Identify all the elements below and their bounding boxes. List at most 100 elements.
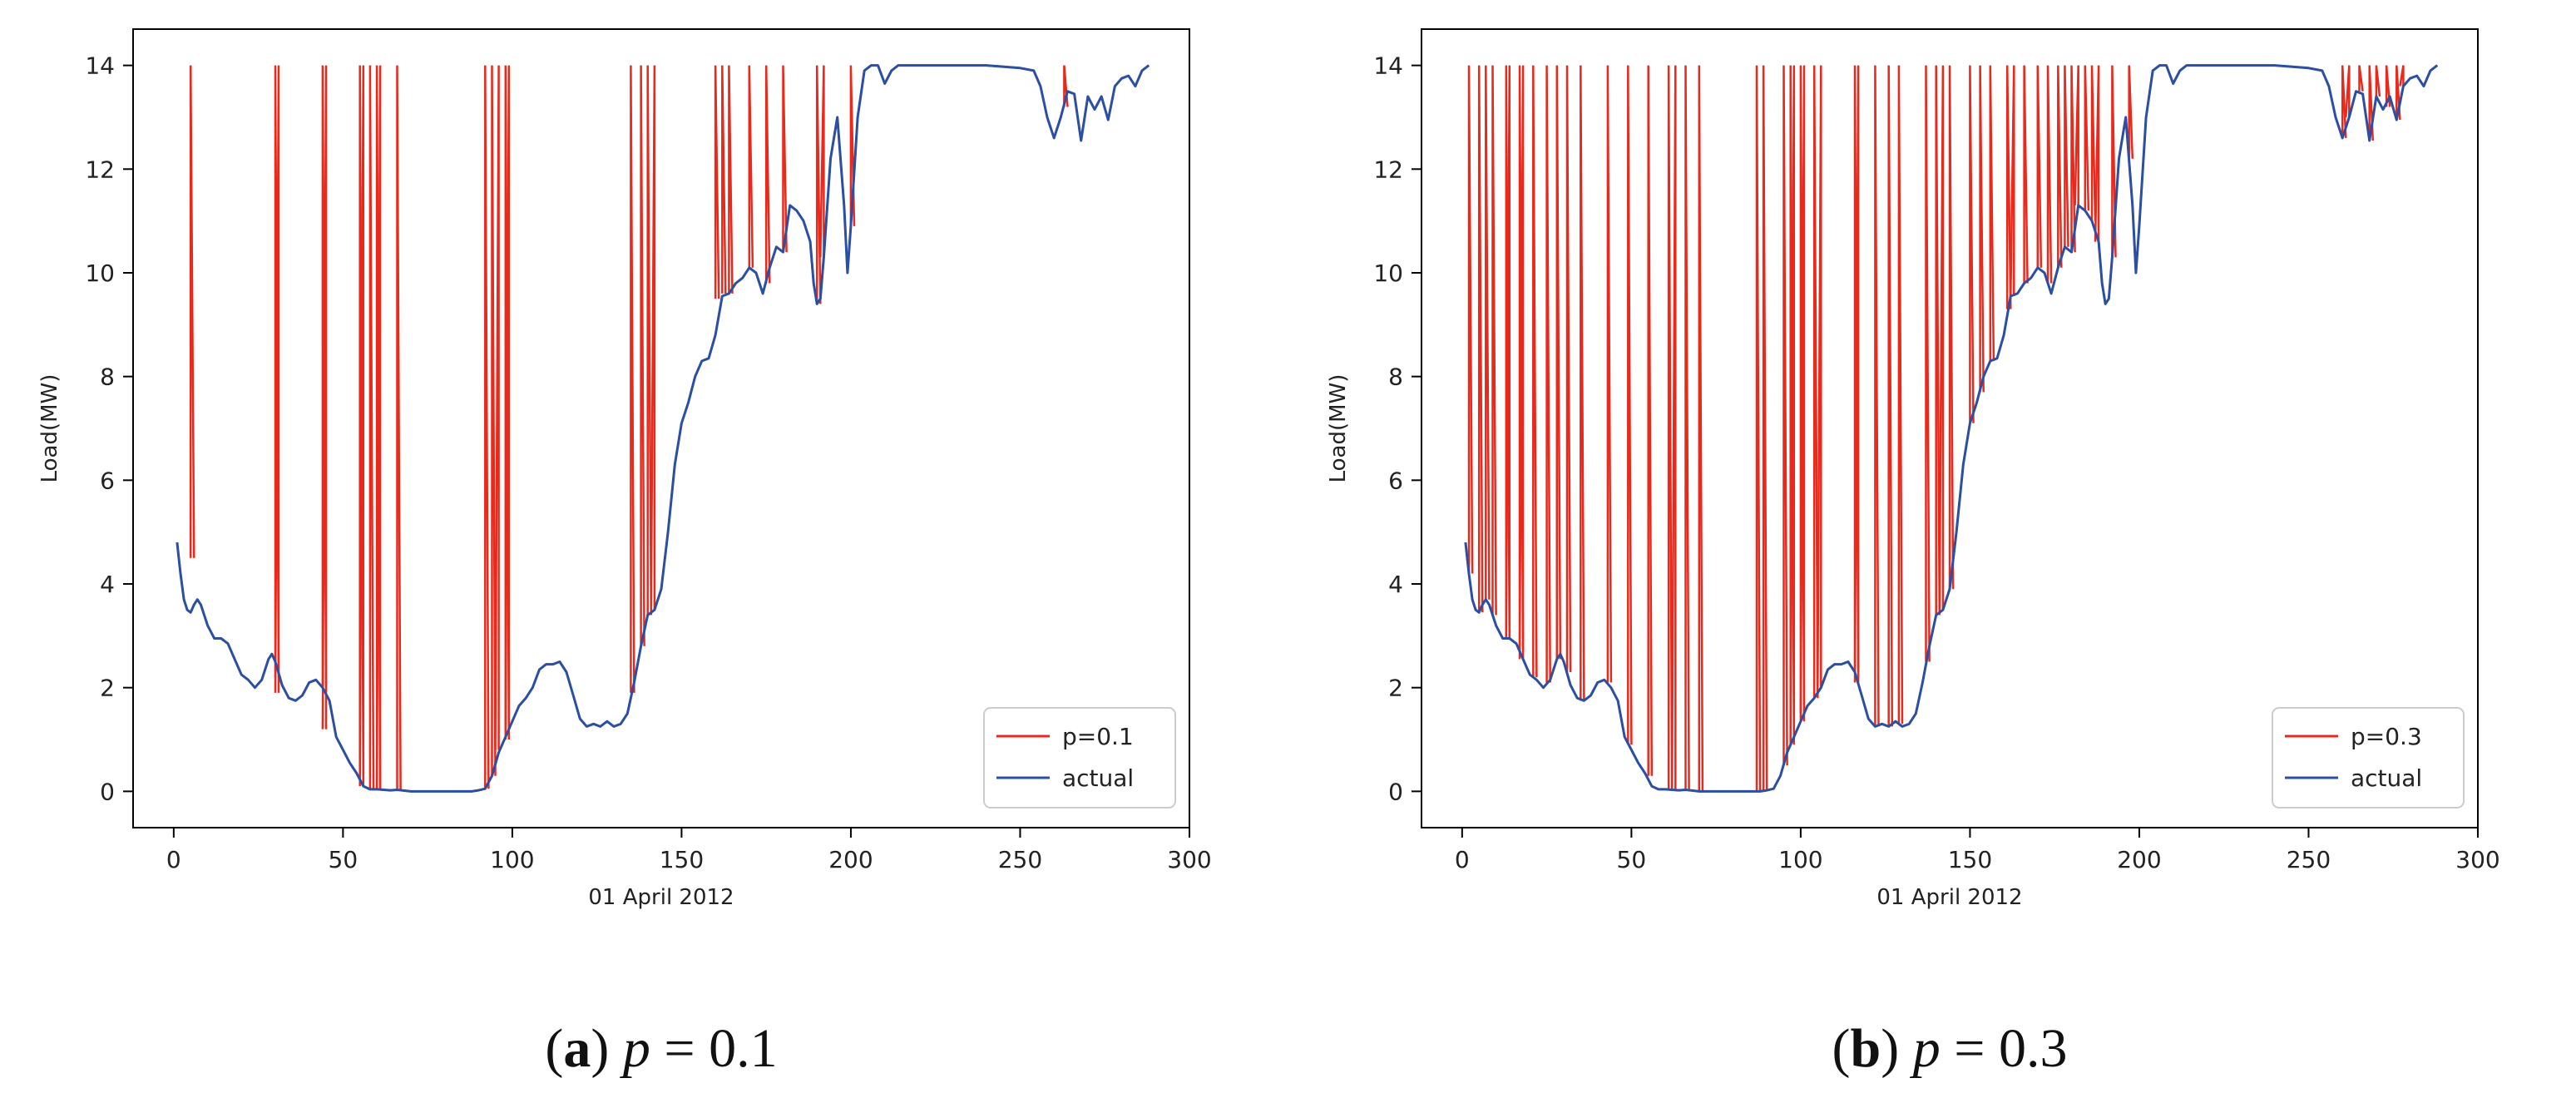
x-tick-label: 100 [490,846,534,873]
legend-label-actual: actual [2351,764,2422,792]
predicted-spike [274,65,280,693]
y-tick-label: 6 [1388,467,1403,494]
legend-box [2272,707,2465,809]
predicted-spike [504,65,511,740]
caption-variable: p [620,1018,650,1079]
legend-label-actual: actual [1062,764,1134,792]
predicted-spike [1897,65,1904,725]
predicted-spike [1989,65,1995,362]
predicted-spike [2345,65,2351,118]
predicted-spike [1606,65,1613,683]
predicted-spike [1887,65,1894,727]
predicted-spike [630,65,635,693]
predicted-spike [1545,65,1551,683]
predicted-spike [2036,65,2043,268]
predicted-spike [2385,65,2391,107]
legend-box [983,707,1176,809]
predicted-spike [1485,65,1491,600]
predicted-spike [1491,65,1497,616]
predicted-spike [396,65,402,790]
predicted-spike [189,65,195,558]
predicted-spike [646,65,653,616]
y-tick-label: 14 [1373,52,1403,80]
x-tick-label: 250 [998,846,1042,873]
predicted-spike [1812,65,1819,699]
predicted-spike [2057,65,2063,268]
predicted-spike [321,65,328,729]
predicted-spike [2368,65,2375,141]
y-tick-label: 8 [100,364,115,391]
predicted-spike [2005,65,2012,309]
y-tick-label: 10 [85,260,115,287]
legend-label-predicted: p=0.1 [1062,723,1134,750]
predicted-spike [1555,65,1562,660]
predicted-spike [2046,65,2053,284]
predicted-spike [2090,65,2097,221]
predicted-spike [1948,65,1955,590]
predicted-spike [1698,65,1704,792]
series-line-actual [1464,64,2439,793]
predicted-spike [1789,65,1796,740]
predicted-spike [2128,65,2134,159]
predicted-spike [2074,65,2079,205]
predicted-spike [358,65,365,787]
caption-value: = 0.1 [650,1018,778,1079]
predicted-spike [2023,65,2029,284]
predicted-spike [1799,65,1806,722]
x-tick-label: 200 [2117,846,2161,873]
caption: (b) p = 0.3 [1832,1018,2068,1079]
y-tick-label: 0 [100,778,115,805]
x-tick-label: 200 [828,846,873,873]
predicted-spikes [189,65,1069,790]
predicted-spike [1925,65,1931,662]
y-tick-label: 8 [1388,364,1403,391]
predicted-spike [764,65,771,284]
predicted-spike [1938,65,1945,611]
x-tick-label: 300 [1167,846,1211,873]
y-tick-label: 12 [85,156,115,183]
predicted-spike [494,65,500,750]
caption-letter: a [563,1018,591,1079]
predicted-spike [1565,65,1572,673]
predicted-spike [1817,65,1822,688]
caption-value: = 0.3 [1941,1018,2068,1079]
series-line-actual [176,64,1150,793]
x-tick-label: 150 [660,846,704,873]
y-axis-label: Load(MW) [37,374,62,483]
predicted-spike [1518,65,1525,660]
predicted-spike [2070,65,2076,253]
panel-b: 0 50 100 150 200 250 300 0 2 4 6 8 10 12 14 01 April 2… [1288,0,2576,1093]
x-tick-label: 50 [1617,846,1647,873]
x-tick-label: 0 [1455,846,1470,873]
y-tick-label: 2 [1388,675,1403,702]
predicted-spike [1667,65,1674,789]
predicted-spike [1518,65,1525,652]
y-tick-label: 4 [1388,571,1403,598]
predicted-spike [1467,65,1474,574]
legend: p=0.1 actual [983,707,1176,809]
predicted-spike [1670,65,1677,790]
predicted-spike [2094,65,2100,242]
caption: (a) p = 0.1 [545,1018,777,1079]
predicted-spike [2358,65,2364,91]
predicted-spike [748,65,754,268]
predicted-spike [2084,65,2090,211]
predicted-spike [2375,65,2381,97]
predicted-spike [2399,65,2405,87]
x-axis-label: 01 April 2012 [588,885,734,910]
predicted-spike [1684,65,1690,790]
ticks-layer: 0 50 100 150 200 250 300 0 2 4 6 8 10 12 14 [1373,52,2499,873]
series-layer [1464,64,2439,793]
predicted-spike [2111,65,2117,258]
predicted-spike [1627,65,1633,745]
predicted-spike [358,65,365,776]
y-axis-label: Load(MW) [1326,374,1351,483]
predicted-spike [2010,65,2015,297]
y-tick-label: 10 [1373,260,1403,287]
predicted-spike [2341,65,2347,138]
predicted-spike [1505,65,1511,639]
y-tick-label: 14 [85,52,115,80]
x-tick-label: 100 [1778,846,1822,873]
predicted-spike [819,65,825,258]
